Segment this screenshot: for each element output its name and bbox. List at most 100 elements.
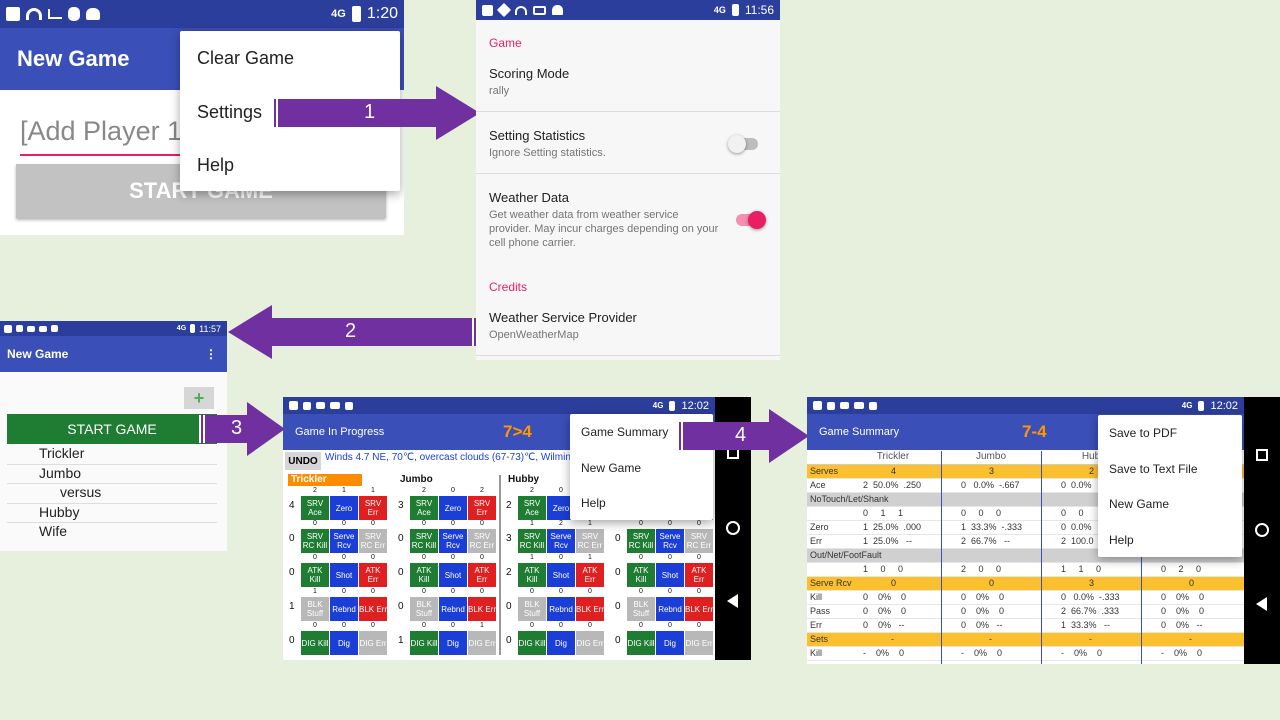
menu-item-help[interactable]: Help <box>180 139 400 191</box>
stat-button[interactable]: ATK Kill <box>301 563 329 587</box>
stat-button[interactable]: DIG Err <box>359 631 387 655</box>
menu-item-help[interactable]: Help <box>1098 522 1242 557</box>
stat-button[interactable]: SRV RC Kill <box>627 529 655 553</box>
stat-button[interactable]: BLK Stuff <box>627 597 655 621</box>
stat-count: 0 <box>697 554 701 561</box>
menu-item-settings[interactable]: Settings <box>180 85 400 139</box>
setting-statistics-toggle[interactable] <box>728 135 758 153</box>
menu-item-new-game[interactable]: New Game <box>1098 486 1242 522</box>
start-game-button[interactable]: START GAME <box>7 414 217 444</box>
player-name: Trickler <box>39 445 85 461</box>
stat-button[interactable]: Zero <box>439 496 467 520</box>
pref-weather-data[interactable]: Weather Data Get weather data from weath… <box>476 180 780 264</box>
player-stat-total: 0 <box>615 533 621 544</box>
stat-button[interactable]: SRV Ace <box>518 496 546 520</box>
list-item[interactable]: Jumbo <box>7 465 217 484</box>
stat-button[interactable]: SRV RC Err <box>576 529 604 553</box>
stat-button[interactable]: Dig <box>656 631 684 655</box>
player-name: Wife <box>39 523 67 539</box>
stat-button[interactable]: Dig <box>330 631 358 655</box>
stat-button[interactable]: BLK Stuff <box>518 597 546 621</box>
menu-item-game-summary[interactable]: Game Summary <box>570 414 713 450</box>
step-number: 4 <box>735 424 747 446</box>
stat-button[interactable]: ATK Err <box>359 563 387 587</box>
app-title: New Game <box>7 347 69 361</box>
stat-button[interactable]: DIG Kill <box>410 631 438 655</box>
list-item[interactable]: Trickler <box>7 445 217 465</box>
menu-item-new-game[interactable]: New Game <box>570 450 713 485</box>
recents-icon[interactable] <box>1256 449 1268 461</box>
menu-item-help[interactable]: Help <box>570 485 713 520</box>
stat-button[interactable]: Dig <box>547 631 575 655</box>
menu-item-clear-game[interactable]: Clear Game <box>180 31 400 85</box>
stat-button[interactable]: BLK Err <box>576 597 604 621</box>
list-item[interactable]: Wife <box>7 523 217 543</box>
pref-weather-provider[interactable]: Weather Service Provider OpenWeatherMap <box>476 300 780 356</box>
player-input[interactable]: [Add Player 1 <box>20 116 190 156</box>
stat-button[interactable]: DIG Err <box>685 631 713 655</box>
weather-data-toggle[interactable] <box>736 211 766 229</box>
stat-button[interactable]: SRV RC Err <box>685 529 713 553</box>
stat-button[interactable]: SRV Err <box>468 496 496 520</box>
stat-button[interactable]: ATK Kill <box>410 563 438 587</box>
stat-button[interactable]: Shot <box>656 563 684 587</box>
weather-text: Winds 4.7 NE, 70℃, overcast clouds (67-7… <box>325 452 591 463</box>
stat-button[interactable]: SRV RC Kill <box>410 529 438 553</box>
stat-button[interactable]: Shot <box>547 563 575 587</box>
stat-button[interactable]: ATK Kill <box>627 563 655 587</box>
home-icon[interactable] <box>726 521 740 535</box>
stat-button[interactable]: Shot <box>330 563 358 587</box>
stat-button[interactable]: Serve Rcv <box>547 529 575 553</box>
stat-button[interactable]: SRV Ace <box>301 496 329 520</box>
stat-button[interactable]: ATK Err <box>685 563 713 587</box>
stat-button[interactable]: SRV RC Err <box>468 529 496 553</box>
stat-button[interactable]: Rebnd <box>439 597 467 621</box>
stat-button[interactable]: SRV RC Err <box>359 529 387 553</box>
overflow-menu-icon[interactable]: ⋮ <box>205 347 217 361</box>
stat-count: 0 <box>668 622 672 629</box>
pref-scoring-mode[interactable]: Scoring Mode rally <box>476 56 780 112</box>
stat-button[interactable]: Dig <box>439 631 467 655</box>
menu-item-save-text[interactable]: Save to Text File <box>1098 451 1242 486</box>
stat-button[interactable]: Serve Rcv <box>439 529 467 553</box>
stat-button[interactable]: BLK Err <box>468 597 496 621</box>
stat-button[interactable]: Rebnd <box>547 597 575 621</box>
stat-button[interactable]: BLK Err <box>359 597 387 621</box>
screen-game-summary: 4G 12:02 Game Summary 7-4 Trickler Jumbo H… <box>807 397 1280 664</box>
stat-button[interactable]: SRV Ace <box>410 496 438 520</box>
stat-button[interactable]: Rebnd <box>656 597 684 621</box>
pref-setting-statistics[interactable]: Setting Statistics Ignore Setting statis… <box>476 118 780 174</box>
stat-button[interactable]: Serve Rcv <box>656 529 684 553</box>
stat-button[interactable]: DIG Kill <box>301 631 329 655</box>
row-label: Kill <box>810 648 823 658</box>
stat-button[interactable]: DIG Err <box>468 631 496 655</box>
stat-button[interactable]: Serve Rcv <box>330 529 358 553</box>
player-stat-total: 0 <box>615 567 621 578</box>
stat-button[interactable]: SRV RC Kill <box>301 529 329 553</box>
stat-button[interactable]: ATK Kill <box>518 563 546 587</box>
stat-button[interactable]: Zero <box>330 496 358 520</box>
stat-count: 0 <box>342 520 346 527</box>
menu-item-save-pdf[interactable]: Save to PDF <box>1098 415 1242 451</box>
back-icon[interactable] <box>727 594 738 608</box>
list-item[interactable]: Hubby <box>7 504 217 523</box>
stat-button[interactable]: Rebnd <box>330 597 358 621</box>
stat-button[interactable]: DIG Err <box>576 631 604 655</box>
back-icon[interactable] <box>1256 597 1267 611</box>
home-icon[interactable] <box>1255 523 1269 537</box>
stat-button[interactable]: SRV Err <box>359 496 387 520</box>
status-bar: 4G 11:56 <box>476 0 780 20</box>
stat-button[interactable]: BLK Err <box>685 597 713 621</box>
stat-button[interactable]: BLK Stuff <box>301 597 329 621</box>
add-player-button[interactable]: + <box>184 387 214 409</box>
cell-value: 2 <box>1089 466 1095 476</box>
stat-button[interactable]: ATK Err <box>468 563 496 587</box>
stat-button[interactable]: SRV RC Kill <box>518 529 546 553</box>
stat-button[interactable]: DIG Kill <box>627 631 655 655</box>
stat-button[interactable]: DIG Kill <box>518 631 546 655</box>
stat-button[interactable]: Shot <box>439 563 467 587</box>
stat-count: 0 <box>668 520 672 527</box>
undo-button[interactable]: UNDO <box>285 452 321 470</box>
stat-button[interactable]: ATK Err <box>576 563 604 587</box>
stat-button[interactable]: BLK Stuff <box>410 597 438 621</box>
